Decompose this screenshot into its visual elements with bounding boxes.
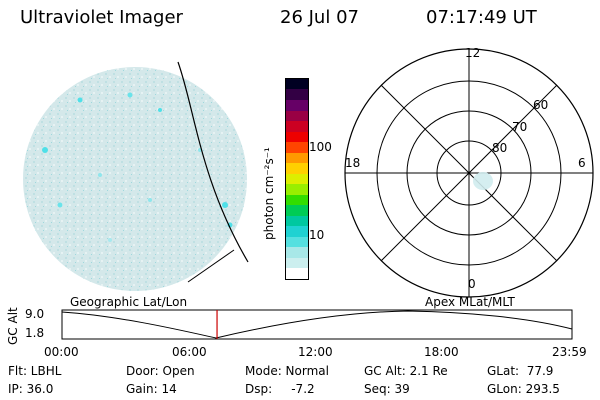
gc-alt-label: GC Alt: 2.1 Re xyxy=(364,364,448,378)
colorbar-tick-10: 10 xyxy=(309,228,325,242)
seq-label: Seq: 39 xyxy=(364,382,410,396)
timeline-y-min: 1.8 xyxy=(25,326,45,340)
colorbar-segment xyxy=(286,236,308,248)
terminator-line xyxy=(177,61,249,263)
polar-plot xyxy=(344,48,594,298)
filter-label: Flt: LBHL xyxy=(8,364,62,378)
lat-label-80: 80 xyxy=(492,141,508,155)
colorbar-segment xyxy=(286,215,308,227)
timeline-left-title: Geographic Lat/Lon xyxy=(70,295,188,309)
colorbar-segment xyxy=(286,205,308,216)
colorbar-segment xyxy=(286,99,308,111)
glat-label: GLat: 77.9 xyxy=(487,364,554,378)
date-label: 26 Jul 07 xyxy=(280,7,359,28)
colorbar-segment xyxy=(286,194,308,206)
mode-label: Mode: Normal xyxy=(245,364,329,378)
colorbar-segment xyxy=(286,89,308,100)
colorbar-tick-100: 100 xyxy=(309,140,332,154)
colorbar-segment xyxy=(286,184,308,195)
gain-label: Gain: 14 xyxy=(126,382,177,396)
aurora-patch xyxy=(473,172,493,190)
color-bar xyxy=(285,78,309,280)
mlt-label-12: 12 xyxy=(465,46,481,60)
dsp-label: Dsp: -7.2 xyxy=(245,382,315,396)
colorbar-segment xyxy=(286,121,308,132)
lat-label-70: 70 xyxy=(512,120,528,134)
x-tick-2359: 23:59 xyxy=(552,345,587,359)
colorbar-segment xyxy=(286,268,308,279)
x-tick-0000: 00:00 xyxy=(44,345,79,359)
colorbar-segment xyxy=(286,110,308,122)
lat-label-60: 60 xyxy=(533,98,549,112)
colorbar-segment xyxy=(286,131,308,143)
colorbar-segment xyxy=(286,247,308,258)
timeline-y-max: 9.0 xyxy=(25,307,45,321)
glon-label: GLon: 293.5 xyxy=(487,382,560,396)
mlt-label-0: 0 xyxy=(468,277,476,291)
terminator-tick xyxy=(187,249,235,283)
x-tick-1800: 18:00 xyxy=(424,345,459,359)
colorbar-segment xyxy=(286,257,308,269)
time-label: 07:17:49 UT xyxy=(426,7,537,28)
x-tick-1200: 12:00 xyxy=(298,345,333,359)
colorbar-segment xyxy=(286,142,308,153)
colorbar-segment xyxy=(286,78,308,90)
timeline-right-title: Apex MLat/MLT xyxy=(425,295,515,309)
bright-spots xyxy=(42,92,233,242)
colorbar-segment xyxy=(286,173,308,185)
altitude-curve xyxy=(61,310,573,339)
ip-label: IP: 36.0 xyxy=(8,382,54,396)
colorbar-segment xyxy=(286,152,308,164)
colorbar-segment xyxy=(286,226,308,237)
instrument-title: Ultraviolet Imager xyxy=(20,7,183,28)
door-label: Door: Open xyxy=(126,364,195,378)
mlt-label-6: 6 xyxy=(578,156,586,170)
colorbar-segment xyxy=(286,163,308,174)
x-tick-0600: 06:00 xyxy=(172,345,207,359)
mlt-label-18: 18 xyxy=(345,156,361,170)
geographic-globe xyxy=(23,67,247,291)
